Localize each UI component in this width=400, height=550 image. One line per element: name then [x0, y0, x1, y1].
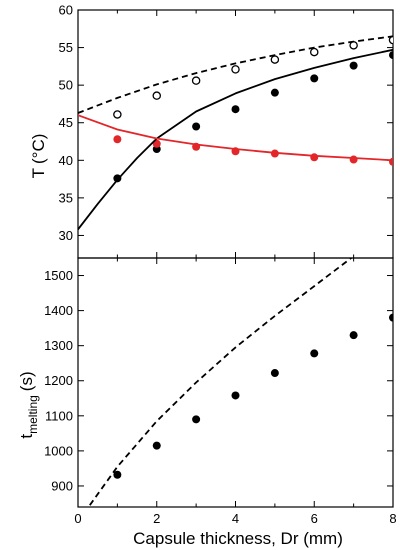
bottom-y-tick-label: 1200: [44, 373, 73, 388]
top-plot-frame: [77, 9, 394, 259]
top-series-0-point: [270, 55, 280, 64]
bottom-series-0-point: [192, 415, 201, 424]
bottom-series-0-point: [270, 369, 279, 378]
top-y-tick-label: 30: [59, 228, 73, 243]
bottom-y-tick-label: 900: [51, 478, 73, 493]
bottom-y-tick-label: 1000: [44, 443, 73, 458]
top-y-label-unit: (°C): [29, 134, 48, 164]
top-series-4-line: [78, 48, 393, 230]
top-series-1-point: [231, 105, 240, 114]
x-tick-label: 2: [153, 511, 160, 526]
bottom-plot-frame: [77, 257, 394, 508]
top-series-1-point: [192, 122, 201, 131]
bottom-y-tick-label: 1400: [44, 303, 73, 318]
top-series-0-point: [309, 47, 319, 57]
top-y-tick-label: 50: [59, 78, 73, 93]
bottom-panel-melting-time: 900 1000 1100 1200 1300 1400 1500 0 2 4 6 8: [44, 257, 397, 526]
bottom-y-tick-label: 1300: [44, 338, 73, 353]
x-tick-label: 4: [232, 511, 239, 526]
top-series-layer: [78, 35, 393, 230]
top-series-0-point: [152, 91, 161, 100]
svg-text:T(°C): T (°C): [29, 134, 48, 179]
top-series-5-line: [78, 114, 393, 162]
x-tick-label: 0: [74, 511, 81, 526]
top-series-2-point: [389, 157, 393, 166]
bottom-y-label-main: t: [17, 434, 36, 439]
bottom-series-0-point: [152, 441, 161, 450]
top-series-0-point: [191, 76, 201, 85]
top-series-1-point: [270, 88, 279, 97]
x-tick-label: 8: [389, 511, 396, 526]
top-y-tick-label: 40: [59, 153, 73, 168]
top-y-axis-label: T (°C): [29, 134, 48, 179]
top-series-2-point: [113, 135, 122, 144]
top-panel-temperature: 30 35 40 45 50 55 60: [59, 3, 394, 259]
top-series-2-point: [310, 153, 319, 162]
top-y-label-main: T: [29, 168, 48, 178]
top-series-1-point: [310, 74, 319, 83]
top-series-1-point: [389, 51, 393, 60]
top-y-tick-label: 35: [59, 190, 73, 205]
top-series-1-point: [349, 61, 358, 70]
bottom-y-axis-label: tmelting (s): [17, 371, 40, 438]
bottom-series-1-line: [89, 258, 353, 506]
bottom-series-0-point: [113, 470, 122, 479]
svg-text:tmelting(s): tmelting (s): [17, 371, 40, 438]
bottom-y-tick-label: 1500: [44, 268, 73, 283]
bottom-series-0-point: [389, 313, 393, 322]
bottom-y-label-sub: melting: [26, 395, 40, 434]
top-series-3-line: [78, 35, 393, 114]
top-y-tick-label: 60: [59, 3, 73, 18]
bottom-series-0-point: [231, 391, 240, 400]
bottom-y-label-unit: (s): [17, 371, 36, 391]
bottom-series-0-point: [349, 331, 358, 340]
bottom-series-0-point: [310, 349, 319, 358]
top-y-tick-label: 45: [59, 115, 73, 130]
bottom-series-layer: [89, 258, 393, 506]
top-y-tick-label: 55: [59, 40, 73, 55]
top-series-0-point: [113, 110, 122, 119]
bottom-y-tick-label: 1100: [45, 408, 73, 423]
top-series-2-point: [349, 155, 358, 164]
top-series-0-point: [231, 65, 240, 74]
x-tick-label: 6: [311, 511, 318, 526]
x-axis-label: Capsule thickness, Dr (mm): [133, 529, 343, 548]
